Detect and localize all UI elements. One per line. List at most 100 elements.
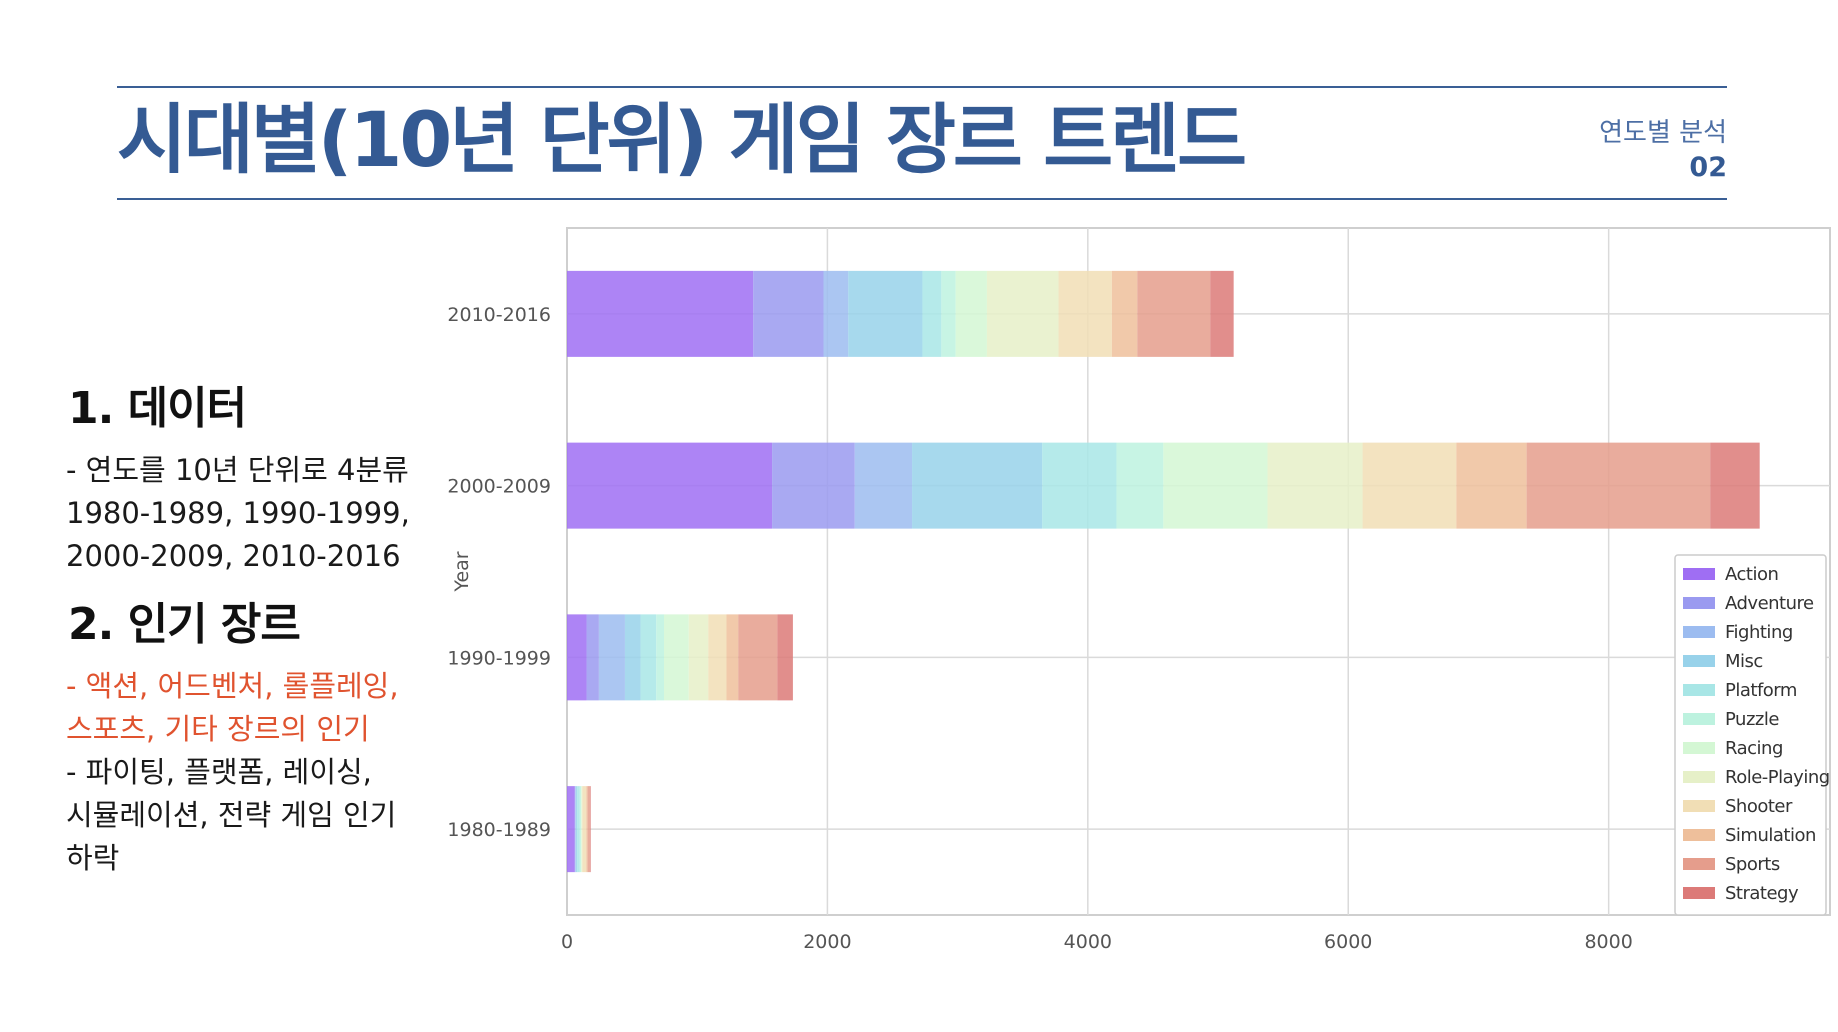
- bar-segment: [587, 786, 591, 873]
- bar-segment: [1710, 442, 1760, 529]
- bar-segment: [575, 786, 576, 873]
- declining-genre-text: - 파이팅, 플랫폼, 레이싱, 시뮬레이션, 전략 게임 인기 하락: [66, 751, 396, 880]
- bar-segment: [738, 614, 778, 701]
- bar-segment: [912, 442, 1043, 529]
- bar-segment: [640, 614, 657, 701]
- text-line: 스포츠, 기타 장르의 인기: [66, 712, 370, 746]
- bar-segment: [1116, 442, 1164, 529]
- data-heading: 1. 데이터: [68, 383, 247, 434]
- legend-label: Fighting: [1725, 622, 1793, 643]
- x-tick-label: 4000: [1064, 931, 1112, 953]
- bar-segment: [777, 614, 793, 701]
- legend-swatch: [1683, 742, 1715, 754]
- bar-segment: [1456, 442, 1527, 529]
- legend-label: Misc: [1725, 651, 1763, 672]
- bar-segment: [1058, 270, 1112, 357]
- text-line: - 파이팅, 플랫폼, 레이싱,: [66, 755, 372, 789]
- legend-label: Role-Playing: [1725, 767, 1830, 788]
- y-tick-label: 2000-2009: [447, 476, 551, 498]
- bar-segment: [1267, 442, 1363, 529]
- genre-stacked-bar-chart: 0 2000 4000 6000 8000 2010-2016 2000-2009 1990-…: [447, 227, 1831, 953]
- bar-segment: [567, 614, 587, 701]
- text-line: 시뮬레이션, 전략 게임 인기: [66, 798, 397, 832]
- bar-segment: [574, 786, 576, 873]
- legend-label: Action: [1725, 564, 1778, 585]
- bar-segment: [579, 786, 582, 873]
- header-bottom-rule: [117, 198, 1727, 200]
- x-tick-label: 2000: [803, 931, 851, 953]
- legend-swatch: [1683, 713, 1715, 725]
- bar-segment: [941, 270, 956, 357]
- legend-swatch: [1683, 771, 1715, 783]
- x-tick-label: 6000: [1324, 931, 1372, 953]
- y-tick-label: 1990-1999: [447, 647, 551, 669]
- legend-label: Shooter: [1725, 796, 1793, 817]
- bar-segment: [590, 786, 591, 873]
- bar-segment: [586, 786, 588, 873]
- bar-segment: [582, 786, 587, 873]
- bar-segment: [624, 614, 641, 701]
- section-label: 연도별 분석: [1599, 118, 1727, 148]
- bar-segment: [664, 614, 689, 701]
- bar-segment: [688, 614, 709, 701]
- legend-swatch: [1683, 626, 1715, 638]
- legend-label: Puzzle: [1725, 709, 1779, 730]
- y-tick-label: 2010-2016: [447, 304, 551, 326]
- bar-segment: [1362, 442, 1457, 529]
- y-tick-label: 1980-1989: [447, 819, 551, 841]
- bar-segment: [854, 442, 913, 529]
- bar-segment: [848, 270, 923, 357]
- bar-segment: [986, 270, 1059, 357]
- legend-label: Strategy: [1725, 883, 1799, 904]
- popular-genre-heading: 2. 인기 장르: [68, 599, 301, 650]
- bar-segment: [1526, 442, 1711, 529]
- legend-label: Sports: [1725, 854, 1780, 875]
- text-line: 1980-1989, 1990-1999,: [66, 496, 410, 530]
- bar-segment: [567, 442, 773, 529]
- bar-segment: [656, 614, 665, 701]
- x-tick-label: 0: [561, 931, 573, 953]
- bar-segment: [1137, 270, 1211, 357]
- y-axis-label: Year: [451, 551, 473, 592]
- bar-segment: [1210, 270, 1234, 357]
- legend-swatch: [1683, 829, 1715, 841]
- bar-segment: [955, 270, 987, 357]
- bar-segment: [708, 614, 727, 701]
- bar-segment: [922, 270, 942, 357]
- bar-segment: [581, 786, 583, 873]
- bar-segment: [823, 270, 849, 357]
- bar-segment: [575, 786, 578, 873]
- page-title: 시대별(10년 단위) 게임 장르 트렌드: [117, 95, 1247, 184]
- bar-segment: [1163, 442, 1268, 529]
- bar-segment: [772, 442, 855, 529]
- bar-segment: [726, 614, 739, 701]
- legend-swatch: [1683, 800, 1715, 812]
- legend-swatch: [1683, 597, 1715, 609]
- legend-swatch: [1683, 655, 1715, 667]
- text-line: - 연도를 10년 단위로 4분류: [66, 453, 409, 487]
- text-line: 2000-2009, 2010-2016: [66, 539, 401, 573]
- legend-label: Adventure: [1725, 593, 1814, 614]
- bar-segment: [567, 270, 754, 357]
- section-number: 02: [1689, 152, 1727, 183]
- legend-box: [1674, 554, 1827, 916]
- bar-segment: [753, 270, 824, 357]
- header-top-rule: [117, 86, 1727, 88]
- bar-segment: [581, 786, 582, 873]
- legend-swatch: [1683, 887, 1715, 899]
- legend-swatch: [1683, 858, 1715, 870]
- bar-segment: [598, 614, 625, 701]
- data-description: - 연도를 10년 단위로 4분류 1980-1989, 1990-1999, …: [66, 449, 410, 578]
- legend-swatch: [1683, 568, 1715, 580]
- bar-segment: [586, 614, 599, 701]
- legend-label: Racing: [1725, 738, 1783, 759]
- bar-segment: [577, 786, 580, 873]
- x-tick-label: 8000: [1584, 931, 1632, 953]
- text-line: - 액션, 어드벤처, 롤플레잉,: [66, 669, 399, 703]
- bar-segment: [1111, 270, 1138, 357]
- bar-segment: [1042, 442, 1117, 529]
- popular-genre-highlight: - 액션, 어드벤처, 롤플레잉, 스포츠, 기타 장르의 인기: [66, 665, 399, 751]
- legend-label: Platform: [1725, 680, 1797, 701]
- legend-label: Simulation: [1725, 825, 1816, 846]
- text-line: 하락: [66, 841, 120, 875]
